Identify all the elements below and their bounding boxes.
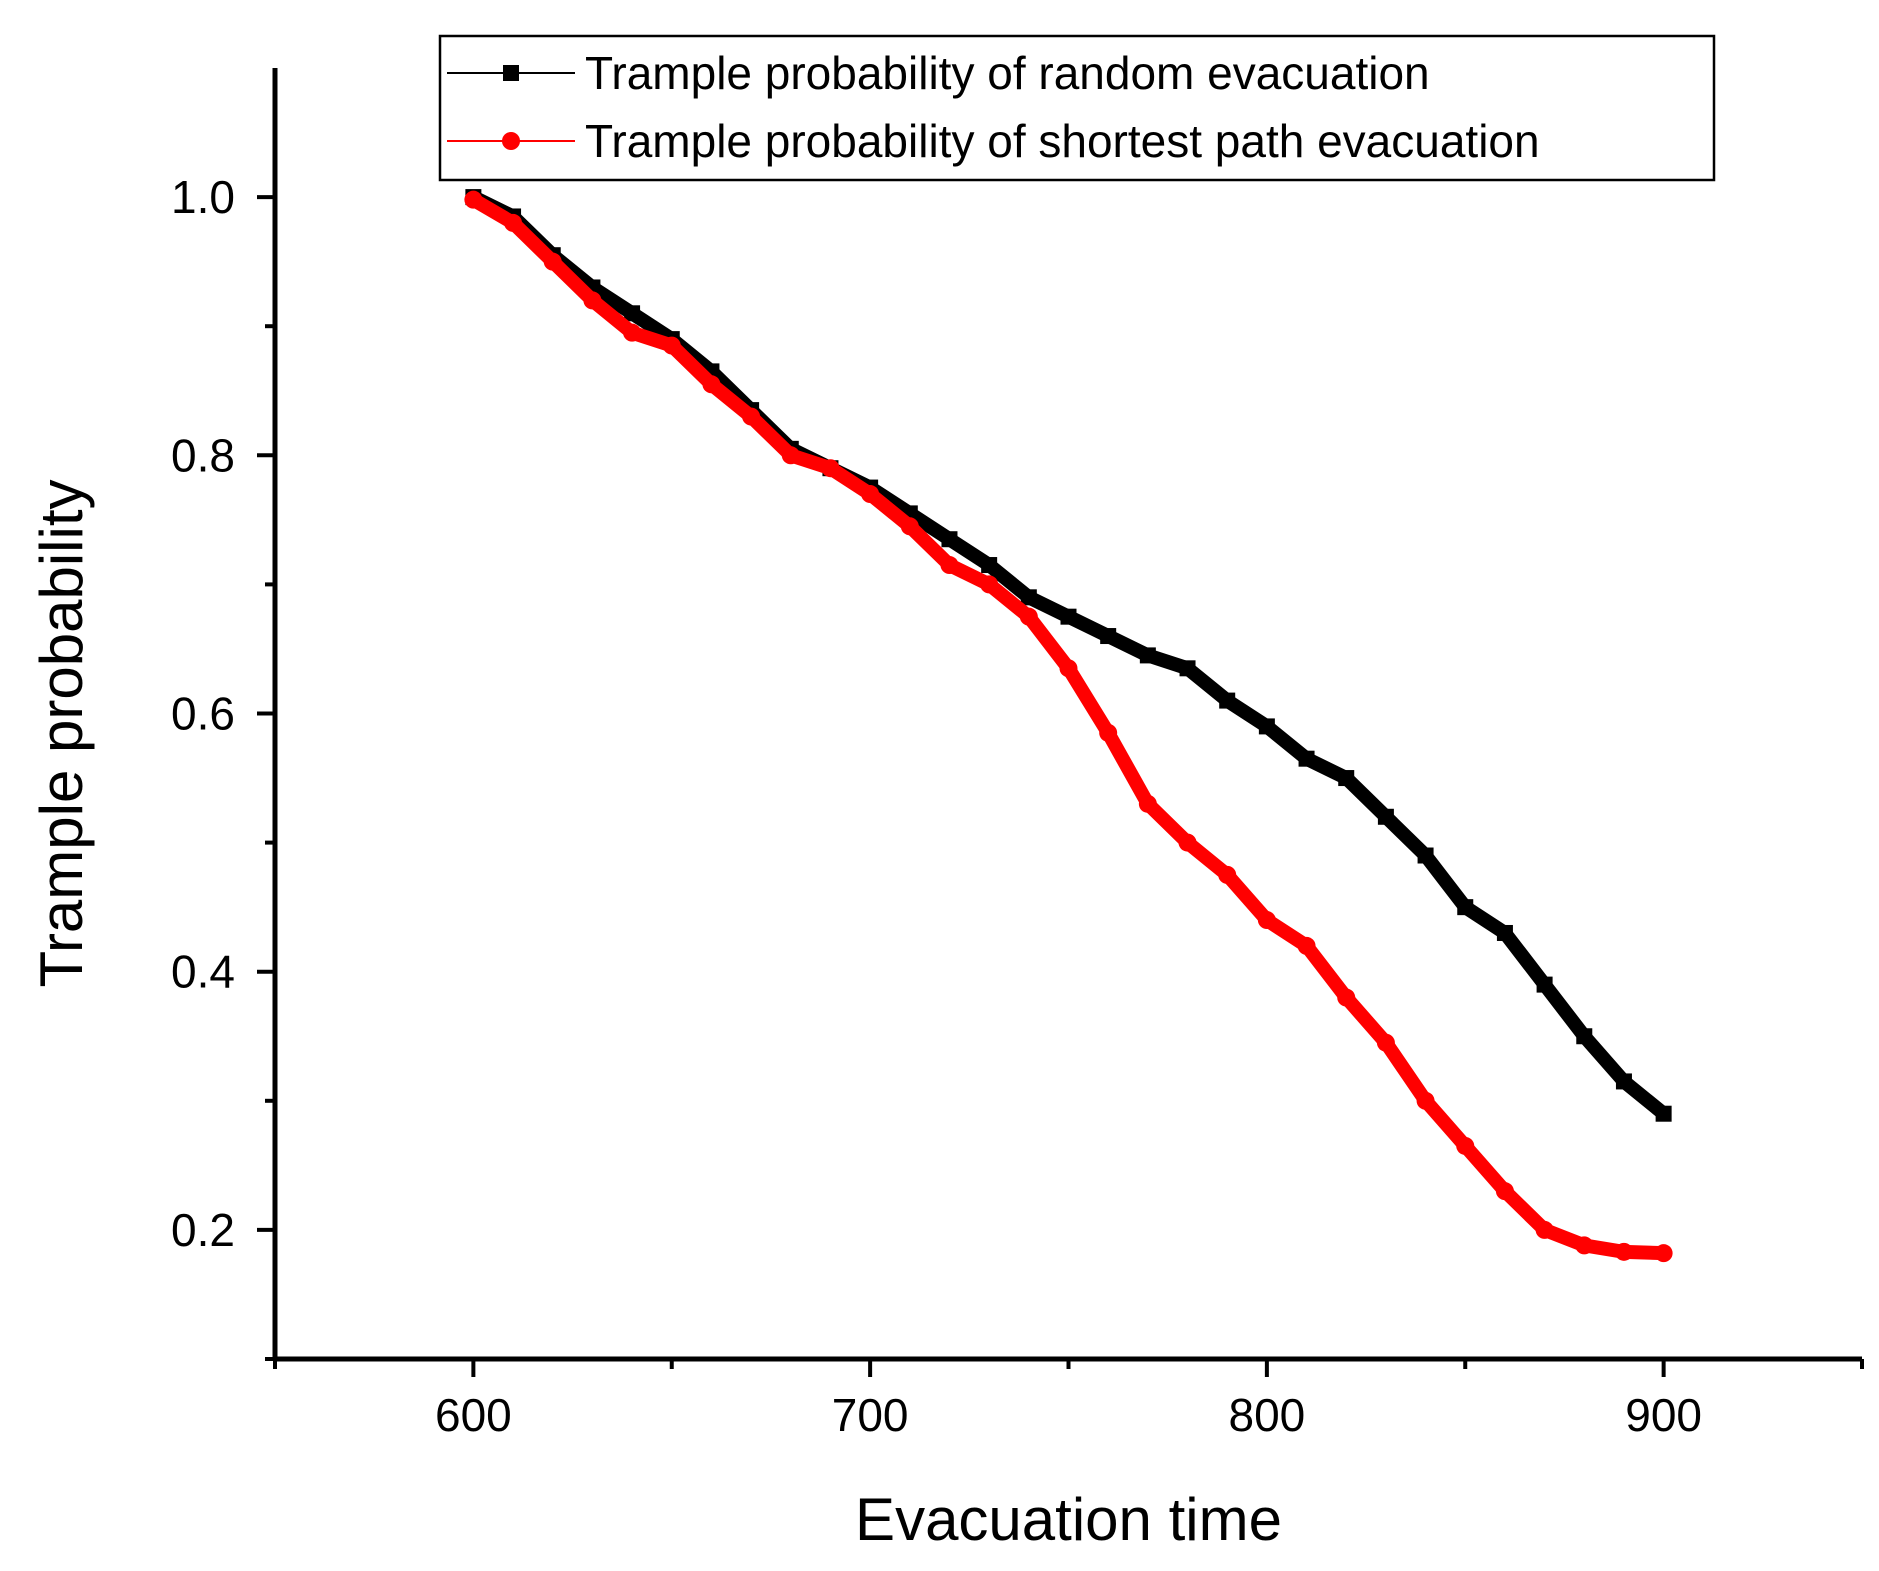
data-point-shortest (1614, 1242, 1633, 1261)
y-axis-title: Trample probability (28, 480, 95, 988)
data-point-shortest (781, 446, 800, 465)
data-point-random (1338, 770, 1355, 787)
series-layer (464, 189, 1673, 1263)
data-point-random (981, 557, 998, 574)
data-point-shortest (583, 291, 602, 310)
legend-marker-shortest (502, 132, 520, 150)
y-tick-label: 1.0 (171, 171, 235, 223)
data-point-shortest (1376, 1033, 1395, 1052)
data-point-shortest (1535, 1220, 1554, 1239)
data-point-shortest (662, 336, 681, 355)
data-point-random (941, 531, 958, 548)
data-point-shortest (1059, 659, 1078, 678)
x-tick-label: 900 (1625, 1389, 1702, 1441)
x-tick-label: 800 (1229, 1389, 1306, 1441)
legend-box (438, 34, 1716, 182)
y-tick-label: 0.6 (171, 688, 235, 740)
data-point-shortest (1257, 911, 1276, 930)
data-point-shortest (940, 556, 959, 575)
y-tick-label: 0.8 (171, 429, 235, 481)
legend-marker-random (503, 65, 519, 81)
data-point-shortest (1337, 988, 1356, 1007)
data-point-shortest (1575, 1236, 1594, 1255)
data-point-shortest (702, 375, 721, 394)
data-point-random (1100, 628, 1117, 645)
data-point-random (1655, 1105, 1672, 1122)
data-point-shortest (1178, 833, 1197, 852)
data-point-shortest (742, 407, 761, 426)
data-point-shortest (821, 459, 840, 478)
legend-label-shortest: Trample probability of shortest path eva… (585, 115, 1540, 167)
ticks-layer: 600 700 800 900 0.2 0.4 0.6 0.8 1.0 (171, 171, 1864, 1441)
data-point-shortest (1654, 1244, 1673, 1263)
data-point-random (1020, 589, 1037, 606)
data-point-shortest (504, 213, 523, 232)
data-point-shortest (1218, 865, 1237, 884)
legend-label-random: Trample probability of random evacuation (585, 47, 1430, 99)
data-point-shortest (900, 517, 919, 536)
data-point-random (1536, 976, 1553, 993)
data-point-random (1576, 1028, 1593, 1045)
data-point-shortest (1099, 723, 1118, 742)
x-tick-label: 600 (435, 1389, 512, 1441)
data-point-shortest (623, 323, 642, 342)
legend: Trample probability of random evacuation… (438, 34, 1716, 182)
data-point-shortest (543, 252, 562, 271)
data-point-shortest (1416, 1091, 1435, 1110)
data-point-random (1179, 660, 1196, 677)
data-point-shortest (980, 575, 999, 594)
x-axis-title: Evacuation time (855, 1486, 1282, 1553)
data-point-random (1377, 808, 1394, 825)
data-point-shortest (1495, 1182, 1514, 1201)
data-point-random (624, 305, 641, 322)
data-point-shortest (1138, 794, 1157, 813)
y-tick-label: 0.4 (171, 946, 235, 998)
data-point-random (1457, 899, 1474, 916)
data-point-shortest (861, 485, 880, 504)
data-point-random (1219, 692, 1236, 709)
data-point-random (1615, 1073, 1632, 1090)
x-tick-label: 700 (832, 1389, 909, 1441)
data-point-shortest (464, 190, 483, 209)
data-point-random (1060, 608, 1077, 625)
y-tick-label: 0.2 (171, 1204, 235, 1256)
data-point-random (1417, 847, 1434, 864)
data-point-random (1139, 647, 1156, 664)
data-point-random (1496, 924, 1513, 941)
data-point-random (1258, 718, 1275, 735)
axes-layer (272, 68, 1862, 1362)
data-point-shortest (1297, 936, 1316, 955)
data-point-shortest (1019, 607, 1038, 626)
data-point-random (1298, 750, 1315, 767)
series-line-shortest (466, 192, 1671, 1261)
data-point-shortest (1456, 1136, 1475, 1155)
